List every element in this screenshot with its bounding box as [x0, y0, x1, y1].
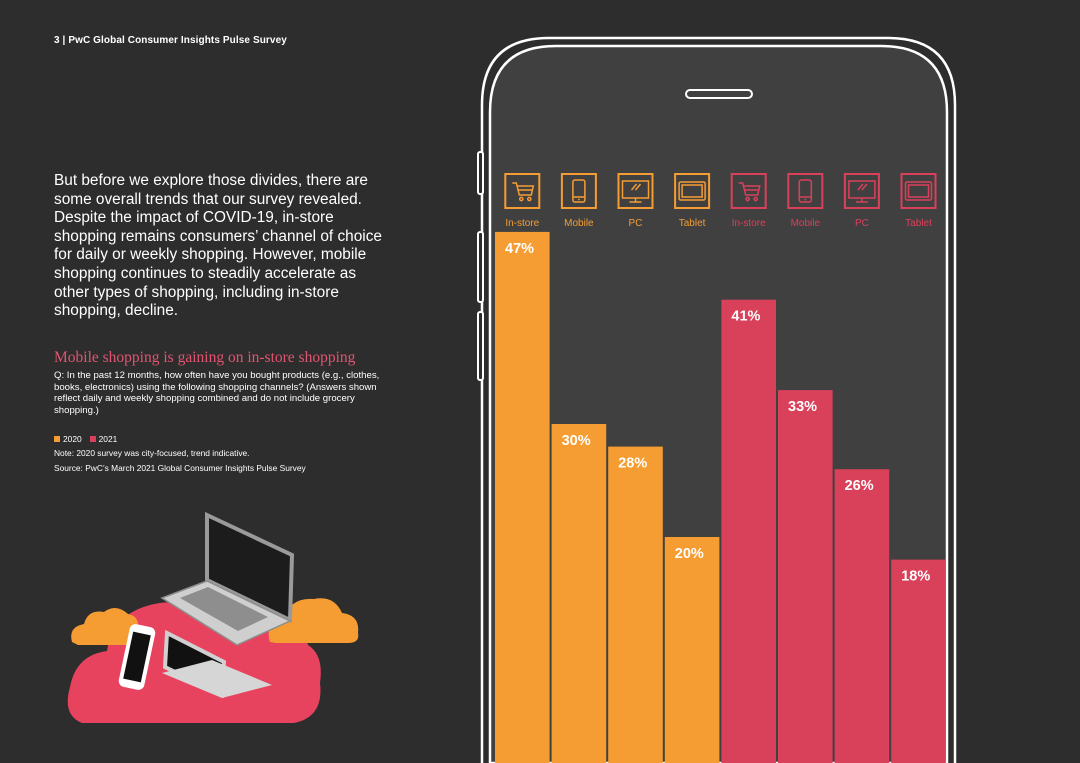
icon-frame: [617, 173, 654, 209]
bar-group-pc-2020: 28% PC: [608, 173, 663, 763]
category-label: PC: [855, 218, 869, 229]
icon-frame: [787, 173, 824, 209]
tablet-icon: [904, 181, 933, 201]
orange-cloud-left: [71, 607, 139, 645]
phone-side-button: [477, 151, 484, 195]
bar-value-label: 47%: [505, 241, 534, 257]
mobile-phone-icon: [572, 179, 586, 203]
smartphone-screen: [123, 631, 151, 683]
legend-label-2021: 2021: [98, 434, 118, 444]
category-label: Tablet: [679, 218, 706, 229]
laptop-keyboard: [180, 587, 268, 631]
mobile-phone-icon: [798, 179, 813, 203]
bar-group-mobile-2020: 30% Mobile: [551, 173, 607, 763]
page-header: 3 | PwC Global Consumer Insights Pulse S…: [54, 35, 287, 46]
category-label: In-store: [732, 218, 766, 229]
survey-question: Q: In the past 12 months, how often have…: [54, 370, 380, 416]
phone-side-button: [477, 311, 484, 381]
devices-cloud-illustration: [67, 511, 359, 723]
chart-title: Mobile shopping is gaining on in-store s…: [54, 349, 356, 366]
legend-item-2020: 2020: [54, 434, 82, 444]
legend-swatch-2021: [89, 436, 96, 442]
bar-value-label: 26%: [845, 478, 874, 494]
bar-value-label: 41%: [731, 309, 760, 325]
chart-note: Note: 2020 survey was city-focused, tren…: [54, 448, 250, 458]
shopping-cart-icon: [512, 182, 535, 202]
bar-value-label: 20%: [675, 546, 704, 562]
tablet-keyboard: [162, 660, 272, 698]
shopping-cart-icon: [738, 182, 761, 202]
category-label: Mobile: [791, 218, 821, 229]
bar-group-pc-2021: 26% PC: [834, 173, 890, 763]
bar: [834, 469, 890, 763]
legend-swatch-2020: [54, 436, 60, 442]
chart-source: Source: PwC’s March 2021 Global Consumer…: [54, 463, 306, 473]
bar: [495, 231, 550, 763]
icon-frame: [843, 173, 880, 209]
desktop-monitor-icon: [621, 180, 650, 203]
category-label: In-store: [505, 218, 539, 229]
icon-frame: [900, 173, 937, 209]
intro-paragraph: But before we explore those divides, the…: [54, 172, 382, 320]
phone-outer-frame: [480, 36, 957, 763]
bar: [778, 390, 833, 763]
bar-group-tablet-2020: 20% Tablet: [664, 173, 720, 763]
bar: [891, 559, 946, 763]
bar-value-label: 28%: [618, 456, 647, 472]
bar: [608, 446, 663, 763]
bar-group-instore-2020: 47% In-store: [495, 173, 550, 763]
category-label: PC: [629, 218, 643, 229]
bar-group-tablet-2021: 18% Tablet: [891, 173, 946, 763]
category-label: Tablet: [905, 218, 932, 229]
chart-legend: 2020 2021: [54, 434, 117, 444]
phone-side-button: [477, 231, 484, 303]
bar-group-mobile-2021: 33% Mobile: [778, 173, 833, 763]
legend-item-2021: 2021: [89, 434, 118, 444]
bar: [664, 537, 720, 763]
legend-label-2020: 2020: [63, 434, 82, 444]
bar: [551, 424, 607, 763]
bar-value-label: 30%: [562, 433, 591, 449]
tablet-icon: [678, 181, 706, 201]
bar: [721, 299, 776, 763]
desktop-monitor-icon: [848, 180, 876, 203]
icon-frame: [560, 173, 597, 209]
phone-speaker: [685, 89, 753, 99]
category-label: Mobile: [564, 218, 594, 229]
bar-value-label: 33%: [788, 399, 817, 415]
icon-frame: [674, 173, 711, 209]
icon-frame: [730, 173, 767, 209]
laptop-screen: [205, 511, 295, 624]
icon-frame: [504, 173, 541, 209]
bar-value-label: 18%: [901, 569, 930, 585]
bar-group-instore-2021: 41% In-store: [721, 173, 776, 763]
